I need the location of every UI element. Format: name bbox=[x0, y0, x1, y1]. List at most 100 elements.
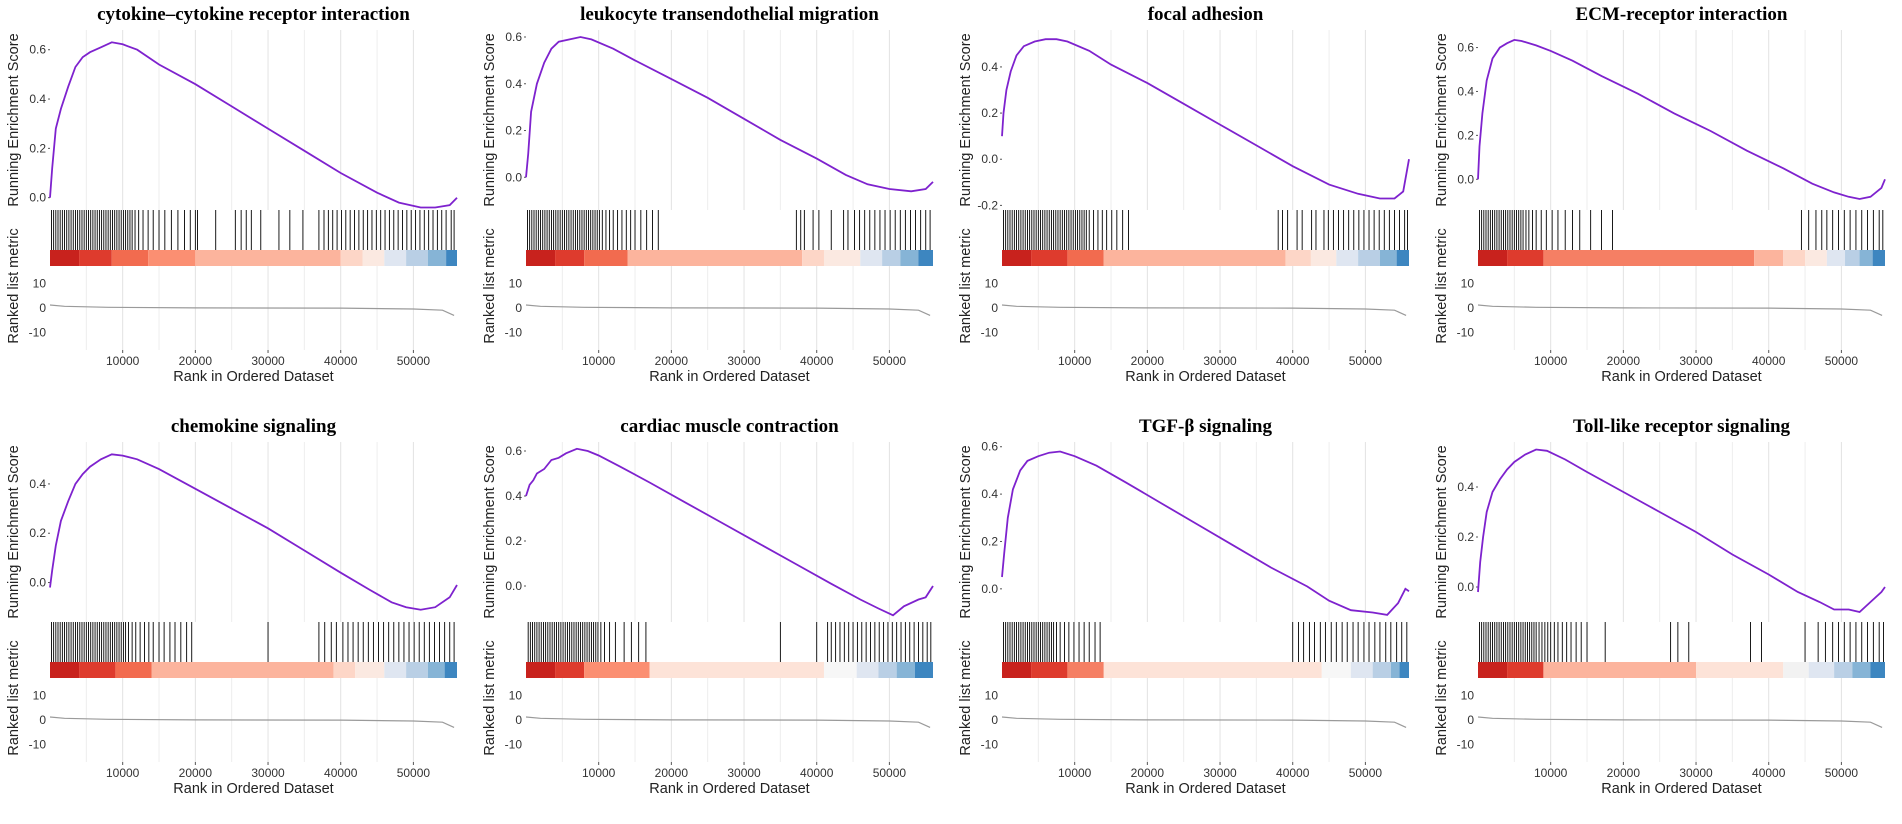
ranked-metric-line bbox=[1001, 716, 1407, 728]
xtick-label: 30000 bbox=[251, 354, 285, 368]
rank-color-segment bbox=[823, 250, 861, 266]
metric-ytick-label: 0 bbox=[991, 713, 998, 727]
ranked-metric-line bbox=[49, 304, 455, 316]
rank-color-segment bbox=[1379, 250, 1397, 266]
xtick-label: 50000 bbox=[873, 766, 907, 780]
rank-color-segment bbox=[1067, 662, 1104, 678]
rank-color-segment bbox=[1399, 662, 1409, 678]
rank-color-segment bbox=[649, 662, 824, 678]
rank-color-segment bbox=[1808, 662, 1835, 678]
gsea-panel-3: focal adhesion -0.2 0.0 0.2 0.4 10 0 -10 10000 20… bbox=[958, 4, 1410, 385]
rank-color-segment bbox=[79, 662, 116, 678]
rank-color-segment bbox=[1805, 250, 1827, 266]
es-ytick-label: 0.2 bbox=[29, 141, 46, 155]
es-ytick-label: 0.4 bbox=[505, 489, 522, 503]
xtick-label: 30000 bbox=[727, 766, 761, 780]
rank-color-segment bbox=[555, 662, 585, 678]
rank-color-segment bbox=[584, 662, 650, 678]
rank-color-segment bbox=[584, 250, 628, 266]
rank-color-segment bbox=[896, 662, 915, 678]
xtick-label: 50000 bbox=[1349, 766, 1383, 780]
es-ytick-label: 0.6 bbox=[29, 43, 46, 57]
chart-title: chemokine signaling bbox=[171, 416, 337, 437]
metric-ytick-label: 10 bbox=[985, 276, 999, 290]
xtick-label: 30000 bbox=[1679, 766, 1713, 780]
rank-color-segment bbox=[111, 250, 149, 266]
es-ytick-label: 0.2 bbox=[505, 124, 522, 138]
rank-color-segment bbox=[1350, 662, 1373, 678]
y-axis-label-metric: Ranked list metric bbox=[6, 228, 22, 343]
y-axis-label-es: Running Enrichment Score bbox=[6, 33, 22, 206]
es-ytick-label: 0.0 bbox=[1457, 580, 1474, 594]
metric-ytick-label: 0 bbox=[39, 301, 46, 315]
xtick-label: 40000 bbox=[1752, 354, 1786, 368]
metric-ytick-label: 0 bbox=[991, 301, 998, 315]
xtick-label: 20000 bbox=[1607, 354, 1641, 368]
es-ytick-label: 0.6 bbox=[505, 444, 522, 458]
metric-ytick-label: -10 bbox=[981, 326, 999, 340]
running-es-line bbox=[1001, 38, 1410, 200]
metric-ytick-label: -10 bbox=[981, 738, 999, 752]
y-axis-label-metric: Ranked list metric bbox=[958, 228, 974, 343]
y-axis-label-metric: Ranked list metric bbox=[482, 228, 498, 343]
es-ytick-label: 0.0 bbox=[505, 579, 522, 593]
rank-color-segment bbox=[195, 250, 341, 266]
es-ytick-label: 0.4 bbox=[1457, 84, 1474, 98]
rank-color-segment bbox=[914, 662, 933, 678]
x-axis-label: Rank in Ordered Dataset bbox=[649, 369, 809, 385]
running-es-line bbox=[525, 36, 934, 193]
rank-color-segment bbox=[1872, 250, 1885, 266]
xtick-label: 30000 bbox=[1203, 354, 1237, 368]
es-ytick-label: 0.4 bbox=[1457, 480, 1474, 494]
rank-color-segment bbox=[627, 250, 803, 266]
xtick-label: 50000 bbox=[873, 354, 907, 368]
metric-ytick-label: -10 bbox=[505, 738, 523, 752]
metric-ytick-label: 10 bbox=[509, 276, 523, 290]
xtick-label: 30000 bbox=[727, 354, 761, 368]
es-ytick-label: 0.6 bbox=[1457, 41, 1474, 55]
xtick-label: 10000 bbox=[106, 354, 140, 368]
gsea-panel-2: leukocyte transendothelial migration 0.0 0… bbox=[482, 4, 934, 385]
y-axis-label-es: Running Enrichment Score bbox=[958, 445, 974, 618]
x-axis-label: Rank in Ordered Dataset bbox=[1125, 369, 1285, 385]
ranked-metric-line bbox=[1477, 716, 1883, 728]
y-axis-label-metric: Ranked list metric bbox=[6, 640, 22, 755]
rank-color-segment bbox=[333, 662, 356, 678]
rank-color-segment bbox=[1321, 662, 1351, 678]
running-es-line bbox=[49, 41, 458, 209]
metric-ytick-label: 10 bbox=[985, 688, 999, 702]
rank-color-segment bbox=[860, 250, 883, 266]
rank-color-segment bbox=[1103, 662, 1322, 678]
metric-ytick-label: -10 bbox=[1457, 326, 1475, 340]
es-ytick-label: 0.4 bbox=[981, 487, 998, 501]
rank-color-segment bbox=[1031, 662, 1068, 678]
rank-color-segment bbox=[1336, 250, 1359, 266]
es-ytick-label: 0.0 bbox=[29, 576, 46, 590]
rank-color-segment bbox=[1358, 250, 1380, 266]
rank-color-segment bbox=[79, 250, 112, 266]
running-es-line bbox=[49, 453, 458, 611]
rank-color-segment bbox=[1103, 250, 1286, 266]
rank-color-segment bbox=[1390, 662, 1400, 678]
y-axis-label-metric: Ranked list metric bbox=[1434, 640, 1450, 755]
xtick-label: 20000 bbox=[655, 354, 689, 368]
es-ytick-label: 0.2 bbox=[981, 106, 998, 120]
gsea-panel-1: cytokine–cytokine receptor interaction 0.… bbox=[6, 4, 458, 385]
rank-color-segment bbox=[355, 662, 385, 678]
rank-color-segment bbox=[1285, 250, 1311, 266]
x-axis-label: Rank in Ordered Dataset bbox=[1601, 781, 1761, 797]
y-axis-label-es: Running Enrichment Score bbox=[482, 445, 498, 618]
rank-color-segment bbox=[446, 250, 457, 266]
rank-color-segment bbox=[526, 662, 556, 678]
rank-color-segment bbox=[823, 662, 857, 678]
gsea-panel-5: chemokine signaling 0.0 0.2 0.4 10 0 -10 10000 2… bbox=[6, 416, 458, 797]
rank-color-segment bbox=[115, 662, 152, 678]
running-es-line bbox=[1001, 450, 1410, 616]
ranked-metric-line bbox=[525, 716, 931, 728]
rank-color-segment bbox=[856, 662, 879, 678]
rank-color-segment bbox=[1372, 662, 1391, 678]
es-ytick-label: -0.2 bbox=[977, 198, 998, 212]
rank-color-segment bbox=[1834, 662, 1853, 678]
x-axis-label: Rank in Ordered Dataset bbox=[649, 781, 809, 797]
xtick-label: 50000 bbox=[397, 354, 431, 368]
